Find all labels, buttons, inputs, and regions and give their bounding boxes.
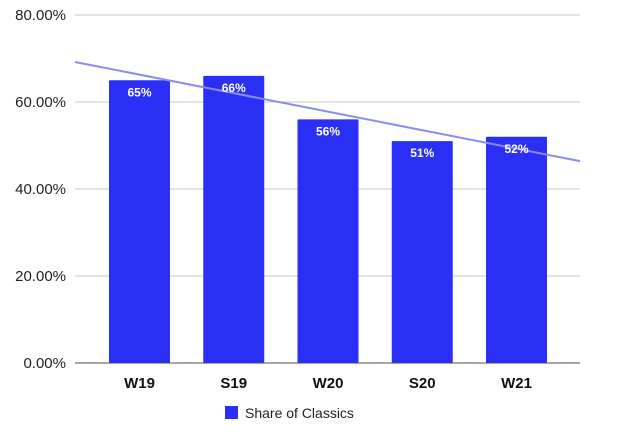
x-tick-label: S20 xyxy=(409,375,436,392)
data-label: 65% xyxy=(127,85,151,99)
data-labels: 65% 66% 56% 51% 52% xyxy=(127,81,528,160)
trendline xyxy=(74,60,581,163)
bar xyxy=(486,136,547,363)
legend-label: Share of Classics xyxy=(245,405,354,421)
data-label: 56% xyxy=(316,124,340,138)
bars xyxy=(109,75,547,364)
trendline-group xyxy=(74,60,581,163)
data-label: 51% xyxy=(410,146,434,160)
legend-swatch xyxy=(225,406,238,419)
y-tick-label: 40.00% xyxy=(15,181,66,198)
x-tick-label: W19 xyxy=(124,375,155,392)
data-label: 52% xyxy=(504,142,528,156)
y-axis-ticks: 0.00% 20.00% 40.00% 60.00% 80.00% xyxy=(15,7,66,372)
bar xyxy=(109,80,170,363)
x-tick-label: W20 xyxy=(313,375,344,392)
y-tick-label: 0.00% xyxy=(23,355,66,372)
x-axis-ticks: W19 S19 W20 S20 W21 xyxy=(124,375,532,392)
legend: Share of Classics xyxy=(225,405,354,421)
x-tick-label: W21 xyxy=(501,375,532,392)
y-tick-label: 80.00% xyxy=(15,7,66,24)
bar xyxy=(203,75,265,364)
y-tick-label: 20.00% xyxy=(15,268,66,285)
bar xyxy=(297,119,359,364)
data-label: 66% xyxy=(222,81,246,95)
y-tick-label: 60.00% xyxy=(15,94,66,111)
bar xyxy=(391,141,453,363)
x-tick-label: S19 xyxy=(220,375,247,392)
